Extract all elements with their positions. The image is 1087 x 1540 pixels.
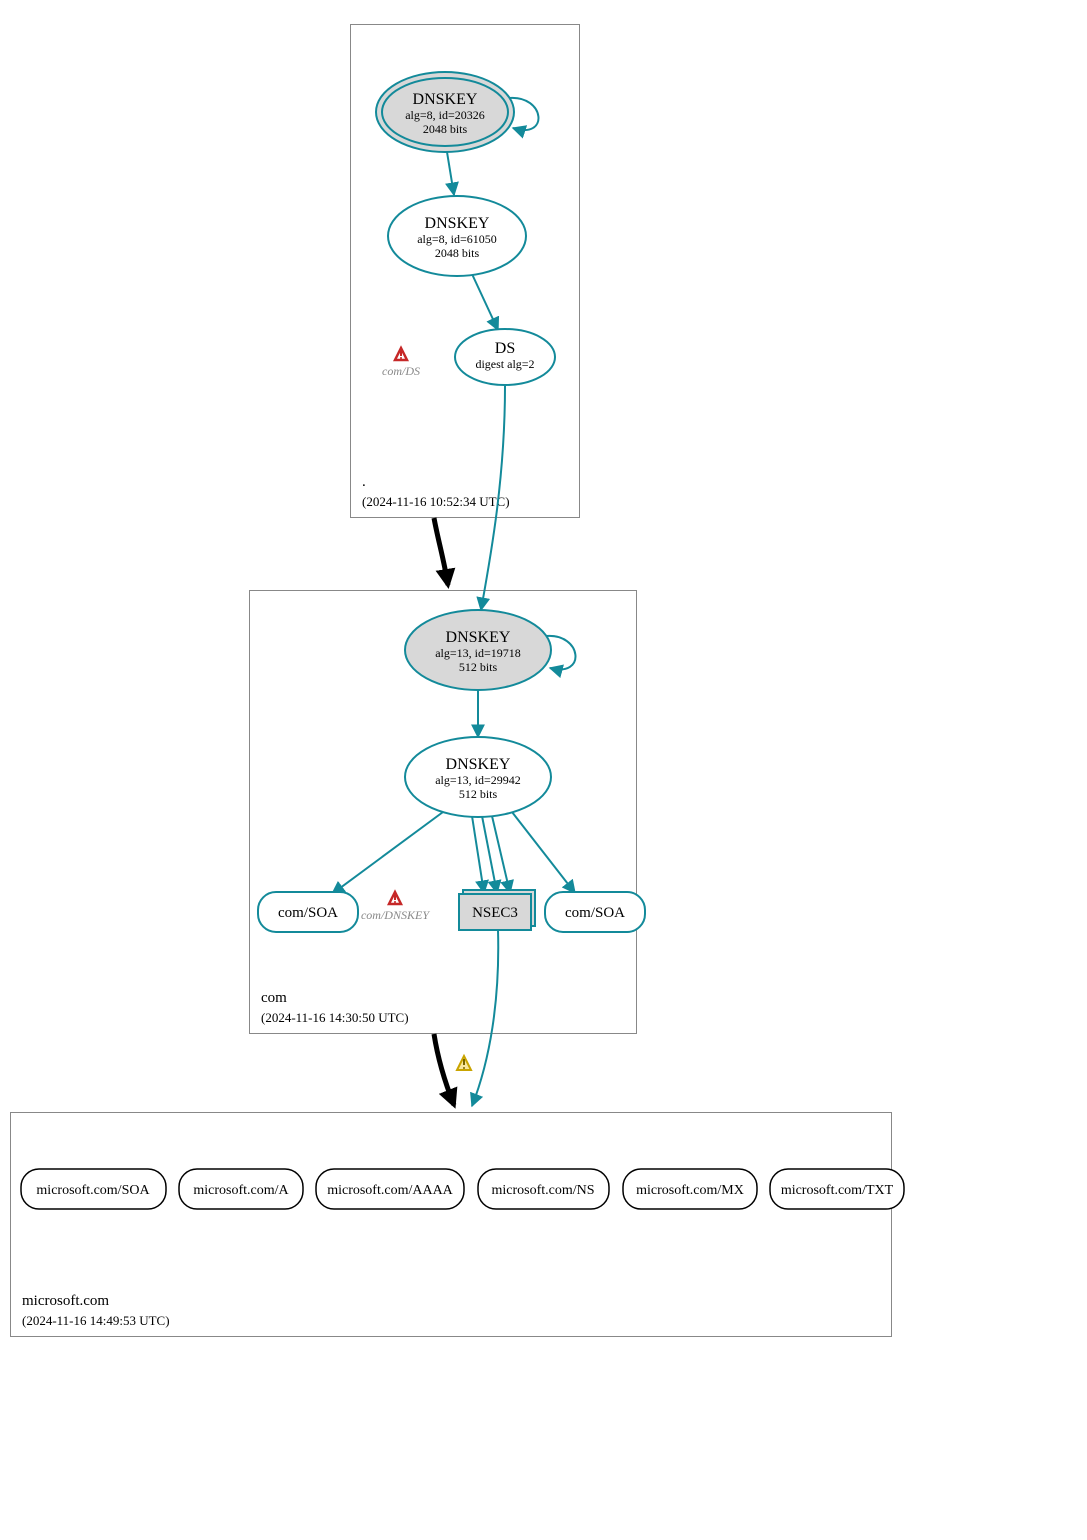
node-microsoft-ns-label: microsoft.com/NS — [491, 1183, 594, 1198]
node-nsec3-label: NSEC3 — [472, 905, 518, 921]
node-microsoft-a-label: microsoft.com/A — [193, 1183, 289, 1198]
node-microsoft-soa-label: microsoft.com/SOA — [36, 1183, 150, 1198]
node-com-soa-left-label: com/SOA — [278, 905, 338, 921]
edge-ds-com-ksk — [481, 386, 505, 610]
node-microsoft-aaaa[interactable]: microsoft.com/AAAA — [316, 1169, 464, 1209]
node-root-ksk-title: DNSKEY — [413, 91, 478, 108]
node-ds-sub1: digest alg=2 — [475, 357, 534, 371]
node-microsoft-ns[interactable]: microsoft.com/NS — [478, 1169, 609, 1209]
node-ds[interactable]: DS digest alg=2 — [455, 329, 555, 385]
node-com-ksk-sub1: alg=13, id=19718 — [435, 646, 521, 660]
node-microsoft-a[interactable]: microsoft.com/A — [179, 1169, 303, 1209]
node-nsec3[interactable]: NSEC3 — [459, 890, 535, 930]
edge-com-zsk-soa2 — [512, 812, 575, 893]
node-com-ksk-sub2: 512 bits — [459, 660, 498, 674]
edge-com-zsk-soa1 — [332, 812, 443, 894]
dnssec-graph: DNSKEY alg=8, id=20326 2048 bits DNSKEY … — [0, 0, 1087, 1540]
edge-com-delegation-microsoft — [434, 1034, 454, 1105]
node-com-soa-right-label: com/SOA — [565, 905, 625, 921]
node-microsoft-mx[interactable]: microsoft.com/MX — [623, 1169, 757, 1209]
node-microsoft-mx-label: microsoft.com/MX — [636, 1183, 744, 1198]
node-root-zsk-sub2: 2048 bits — [435, 246, 480, 260]
edge-root-zsk-ds — [472, 274, 498, 330]
node-com-zsk-sub1: alg=13, id=29942 — [435, 773, 521, 787]
node-root-ksk[interactable]: DNSKEY alg=8, id=20326 2048 bits — [376, 72, 514, 152]
node-root-ksk-sub2: 2048 bits — [423, 122, 468, 136]
node-ds-title: DS — [495, 340, 515, 357]
node-com-zsk-title: DNSKEY — [446, 756, 511, 773]
node-microsoft-txt-label: microsoft.com/TXT — [781, 1183, 894, 1198]
node-root-zsk[interactable]: DNSKEY alg=8, id=61050 2048 bits — [388, 196, 526, 276]
edge-nsec3-microsoft — [472, 930, 498, 1106]
node-root-ksk-sub1: alg=8, id=20326 — [405, 108, 485, 122]
node-microsoft-aaaa-label: microsoft.com/AAAA — [327, 1183, 453, 1198]
node-com-soa-right[interactable]: com/SOA — [545, 892, 645, 932]
warning-com-dnskey-label: com/DNSKEY — [361, 908, 430, 922]
warning-delegation-icon[interactable] — [457, 1056, 471, 1070]
edge-root-ksk-zsk — [447, 152, 454, 195]
node-com-ksk[interactable]: DNSKEY alg=13, id=19718 512 bits — [405, 610, 551, 690]
warning-com-ds-label: com/DS — [382, 364, 420, 378]
node-com-soa-left[interactable]: com/SOA — [258, 892, 358, 932]
node-microsoft-txt[interactable]: microsoft.com/TXT — [770, 1169, 904, 1209]
node-com-zsk[interactable]: DNSKEY alg=13, id=29942 512 bits — [405, 737, 551, 817]
warning-com-ds[interactable]: com/DS — [382, 348, 420, 378]
node-root-zsk-sub1: alg=8, id=61050 — [417, 232, 497, 246]
node-root-zsk-title: DNSKEY — [425, 215, 490, 232]
edge-root-delegation-com — [434, 518, 448, 585]
edge-com-zsk-nsec3-a — [472, 816, 484, 893]
node-com-zsk-sub2: 512 bits — [459, 787, 498, 801]
node-microsoft-soa[interactable]: microsoft.com/SOA — [21, 1169, 166, 1209]
warning-com-dnskey[interactable]: com/DNSKEY — [361, 892, 430, 922]
node-com-ksk-title: DNSKEY — [446, 629, 511, 646]
